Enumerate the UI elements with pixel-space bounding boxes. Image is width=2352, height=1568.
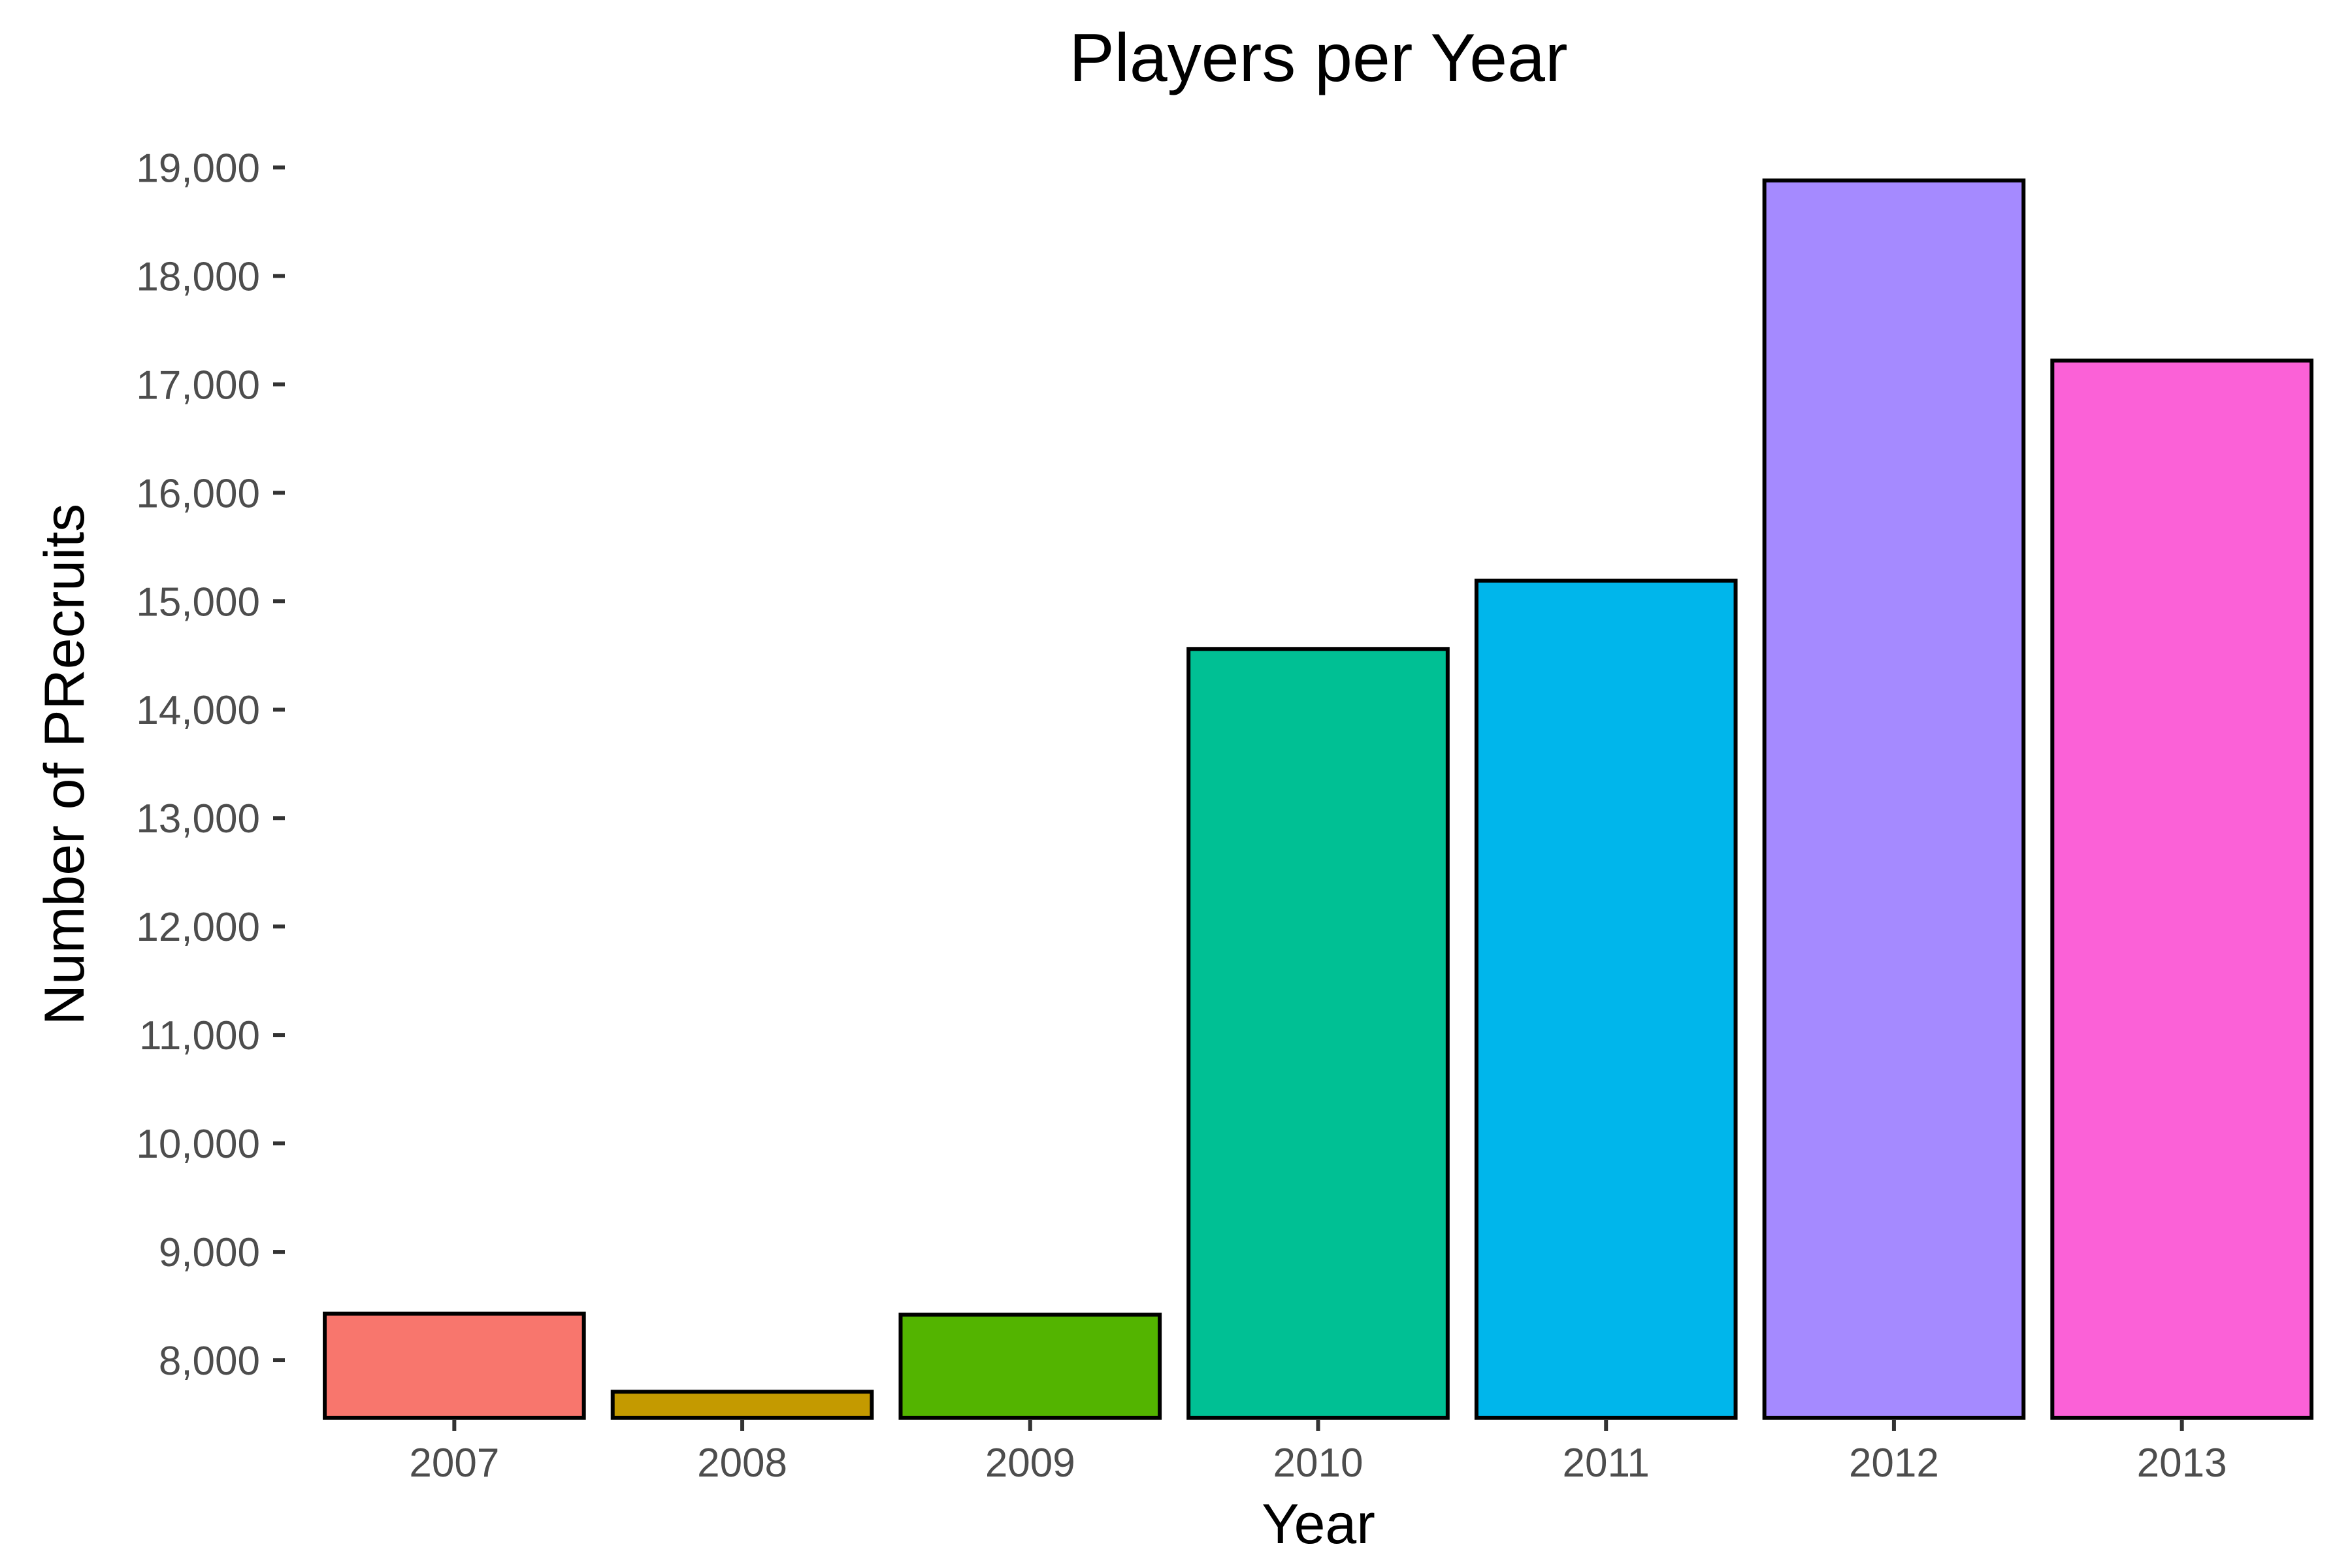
y-axis: 8,000 9,000 10,000 11,000 12,000 13,000 14,000… [136,146,285,1384]
x-tick-label: 2009 [985,1441,1075,1486]
y-tick-label: 14,000 [136,688,260,733]
bar-2013 [2050,358,2313,1420]
x-tick-label: 2013 [2137,1441,2227,1486]
x-tick-label: 2007 [409,1441,499,1486]
y-tick-label: 18,000 [136,254,260,299]
x-tick-label: 2012 [1849,1441,1939,1486]
bar-2011 [1474,578,1738,1420]
chart-title: Players per Year [1069,20,1567,96]
x-axis-title: Year [1262,1493,1375,1556]
bar-2007 [323,1311,586,1420]
x-tick-label: 2011 [1563,1441,1650,1486]
x-axis: 2007 2008 2009 2010 2011 2012 2013 [409,1419,2227,1486]
bar-2010 [1186,647,1450,1420]
y-tick-label: 15,000 [136,580,260,625]
y-tick-label: 8,000 [159,1339,260,1384]
y-tick-label: 9,000 [159,1230,260,1275]
y-tick-label: 12,000 [136,905,260,950]
y-tick-label: 17,000 [136,363,260,408]
y-tick-label: 19,000 [136,146,260,191]
bar-2009 [898,1313,1162,1420]
bar-2008 [610,1390,874,1420]
bars-layer [323,178,2313,1420]
y-tick-label: 10,000 [136,1122,260,1167]
bar-2012 [1762,178,2026,1420]
x-tick-label: 2008 [697,1441,787,1486]
y-tick-label: 11,000 [139,1013,260,1058]
y-tick-label: 16,000 [136,471,260,516]
y-tick-label: 13,000 [136,796,260,841]
y-axis-title: Number of PRecruits [33,504,96,1025]
x-tick-label: 2010 [1273,1441,1364,1486]
